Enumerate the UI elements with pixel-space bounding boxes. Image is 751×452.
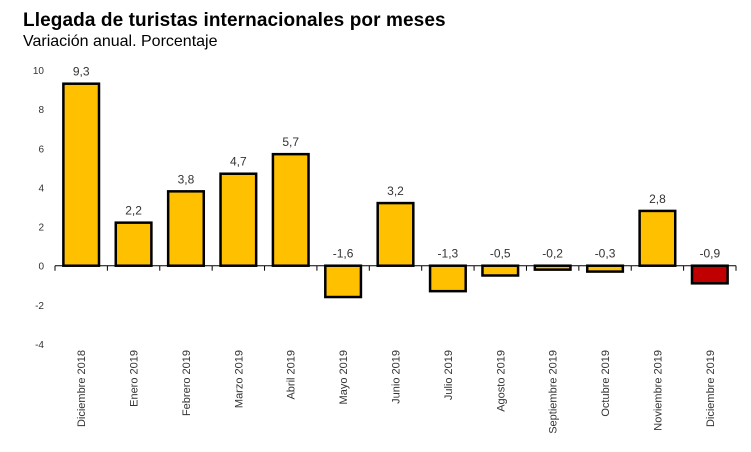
category-label: Febrero 2019	[181, 350, 193, 416]
y-tick-label: 10	[33, 66, 45, 77]
chart-title: Llegada de turistas internacionales por …	[23, 10, 446, 31]
bar	[376, 201, 415, 267]
category-label: Junio 2019	[391, 350, 403, 404]
bar	[428, 264, 467, 293]
category-label: Diciembre 2018	[76, 350, 88, 427]
bar	[271, 152, 310, 267]
bar	[638, 209, 677, 267]
y-tick-label: 4	[38, 183, 44, 194]
category-label: Abril 2019	[286, 350, 298, 400]
category-labels: Diciembre 2018 Enero 2019 Febrero 2019 Marz…	[76, 350, 717, 434]
y-tick-label: 2	[38, 223, 44, 234]
y-tick-label: 0	[38, 262, 44, 273]
data-label: 3,2	[387, 184, 404, 198]
bar	[585, 264, 625, 273]
category-label: Agosto 2019	[495, 350, 507, 412]
bar	[481, 264, 520, 277]
data-label: 9,3	[73, 65, 90, 79]
category-label: Septiembre 2019	[548, 350, 560, 434]
bar	[533, 264, 572, 271]
category-label: Marzo 2019	[233, 350, 245, 408]
data-label: 4,7	[230, 155, 247, 169]
data-label: 2,8	[649, 192, 666, 206]
data-label: -0,9	[699, 247, 720, 261]
y-axis: 10 8 6 4 2 0 -2 -4	[33, 66, 45, 351]
data-label: -0,5	[490, 247, 511, 261]
y-tick-label: -2	[35, 301, 44, 312]
bar	[166, 190, 206, 267]
data-label: 3,8	[178, 172, 195, 186]
data-label: 2,2	[125, 204, 142, 218]
bars	[62, 82, 729, 299]
data-label: -1,3	[438, 247, 459, 261]
bar	[324, 264, 363, 299]
data-label: 5,7	[282, 135, 299, 149]
category-label: Diciembre 2019	[705, 350, 717, 427]
category-label: Noviembre 2019	[652, 350, 664, 431]
chart-subtitle: Variación anual. Porcentaje	[23, 33, 218, 50]
data-label: -0,3	[595, 247, 616, 261]
category-label: Octubre 2019	[600, 350, 612, 417]
category-label: Mayo 2019	[338, 350, 350, 404]
data-label: -1,6	[333, 247, 354, 261]
category-label: Enero 2019	[129, 350, 141, 407]
data-label: -0,2	[542, 247, 563, 261]
x-axis	[54, 265, 737, 271]
bar	[219, 172, 258, 267]
bar	[62, 82, 101, 267]
bar	[114, 221, 153, 267]
data-labels: 9,3 2,2 3,8 4,7 5,7 -1,6 3,2 -1,3 -0,5 -0,2 -0,3 2,…	[73, 65, 721, 261]
y-tick-label: 6	[38, 144, 44, 155]
y-tick-label: -4	[35, 340, 44, 351]
y-tick-label: 8	[38, 105, 44, 116]
category-label: Julio 2019	[443, 350, 455, 400]
bar	[690, 264, 729, 285]
